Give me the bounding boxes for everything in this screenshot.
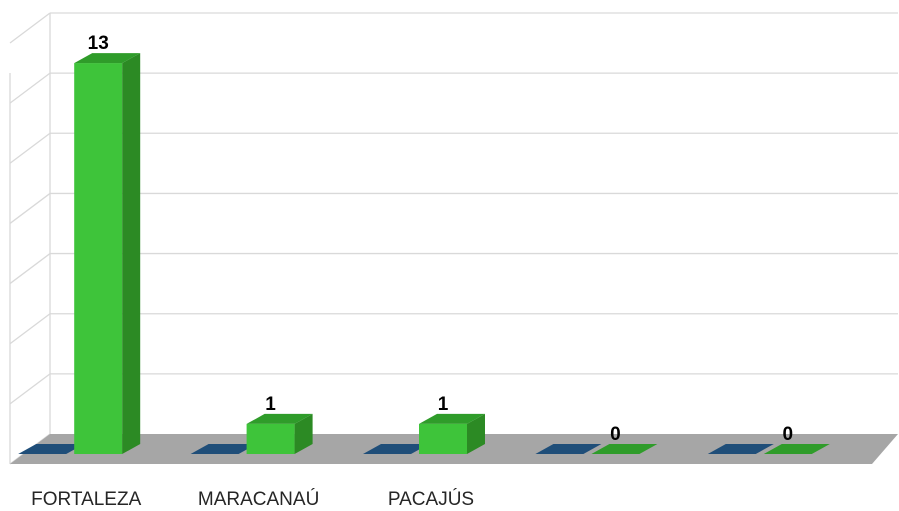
side-wall-gridline	[9, 12, 51, 44]
data-label: 1	[265, 394, 276, 415]
data-label: 1	[438, 394, 449, 415]
side-wall-gridline	[9, 192, 51, 224]
bar-series-2-top	[246, 413, 313, 424]
bar-series-1	[363, 444, 429, 454]
bars	[18, 53, 830, 454]
bar-series-2-side	[294, 413, 313, 454]
side-wall-gridline	[9, 373, 51, 405]
bar-series-2-side	[122, 53, 141, 454]
side-wall-gridline	[9, 313, 51, 345]
bar-series-1	[535, 444, 602, 454]
category-axis-labels: FORTALEZA MARACANAÚ PACAJÚS	[31, 488, 474, 510]
side-wall-gridline	[9, 72, 51, 104]
side-wall-gridline	[9, 253, 51, 285]
category-label: MARACANAÚ	[198, 488, 319, 510]
bar-series-2	[419, 423, 467, 454]
bar-series-2-top	[74, 53, 141, 64]
data-label: 13	[88, 33, 109, 54]
bar-series-2-top	[419, 413, 485, 424]
category-label: PACAJÚS	[388, 488, 474, 510]
gridlines	[9, 12, 898, 465]
bar-series-2	[246, 423, 295, 454]
data-label: 0	[783, 424, 794, 445]
side-wall-gridline	[9, 132, 51, 164]
bar-series-2-side	[467, 413, 485, 454]
bar-series-1	[18, 444, 85, 454]
category-label: FORTALEZA	[31, 489, 141, 510]
data-labels: 13 1 1 0 0	[88, 33, 793, 445]
bar-series-2	[74, 63, 123, 454]
bar-series-1	[190, 444, 257, 454]
bar-series-1	[707, 444, 774, 454]
data-label: 0	[610, 424, 621, 445]
bar-series-2-top	[591, 444, 658, 454]
bar-series-2-top	[763, 444, 830, 454]
